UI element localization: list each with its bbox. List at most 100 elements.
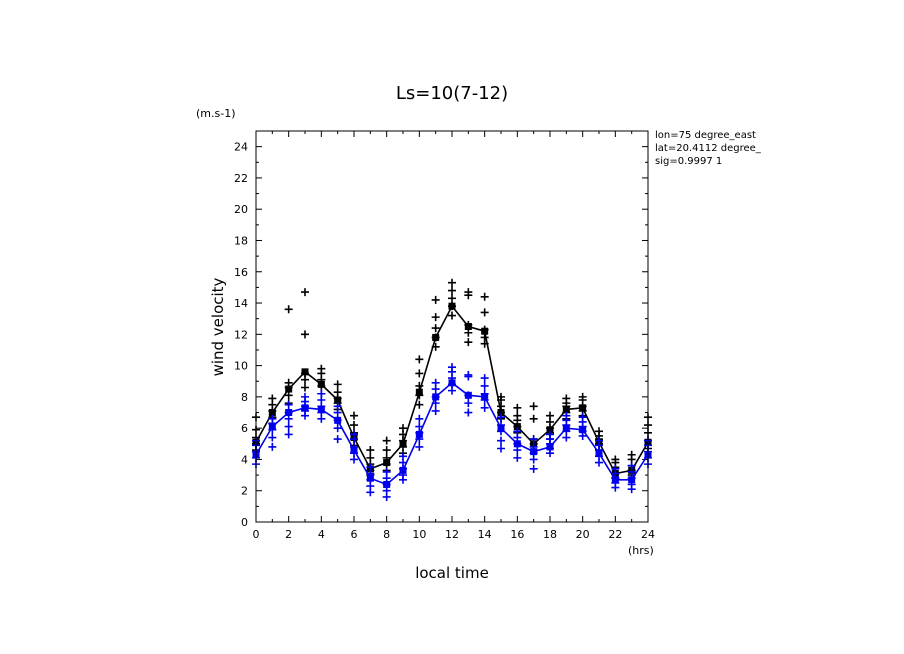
mean-point: [595, 449, 603, 457]
sample-cross: [562, 411, 571, 420]
sample-cross: [382, 446, 391, 455]
sample-cross: [513, 453, 522, 462]
y-tick-label: 10: [234, 360, 248, 373]
sample-cross: [627, 450, 636, 459]
sample-cross: [382, 467, 391, 476]
sample-cross: [431, 324, 440, 333]
sample-cross: [415, 414, 424, 423]
sample-cross: [464, 370, 473, 379]
sample-cross: [562, 394, 571, 403]
sample-cross: [480, 308, 489, 317]
sample-cross: [448, 311, 456, 320]
sample-cross: [333, 380, 342, 389]
mean-point: [399, 440, 407, 448]
sample-cross: [627, 461, 636, 470]
mean-point: [383, 480, 391, 488]
sample-cross: [268, 394, 277, 403]
x-tick-label: 16: [510, 528, 524, 541]
sample-cross: [382, 436, 391, 445]
mean-point: [383, 459, 391, 467]
mean-point: [513, 423, 521, 431]
sample-cross: [464, 399, 473, 408]
sample-cross: [415, 369, 424, 378]
mean-point: [579, 426, 587, 434]
x-tick-label: 22: [608, 528, 622, 541]
sample-cross: [513, 427, 522, 436]
sample-cross: [366, 463, 375, 472]
x-tick-label: 24: [641, 528, 655, 541]
y-tick-label: 2: [241, 485, 248, 498]
sample-cross: [301, 392, 309, 401]
sample-cross: [284, 422, 293, 431]
mean-point: [415, 388, 423, 396]
sample-cross: [350, 430, 358, 439]
sample-cross: [578, 413, 587, 422]
mean-point: [464, 323, 472, 330]
mean-point: [513, 440, 521, 448]
sample-cross: [366, 453, 375, 462]
sample-cross: [431, 378, 440, 387]
x-unit-label: (hrs): [628, 544, 654, 557]
sample-cross: [301, 330, 309, 339]
x-axis-label: local time: [415, 564, 489, 582]
y-tick-label: 14: [234, 297, 248, 310]
sample-cross: [464, 288, 473, 297]
mean-point: [301, 368, 309, 376]
mean-point: [448, 379, 456, 387]
mean-point: [481, 393, 489, 401]
sample-cross: [546, 411, 554, 420]
mean-point: [268, 423, 276, 431]
y-tick-label: 20: [234, 203, 248, 216]
mean-point: [415, 430, 423, 438]
x-tick-label: 20: [576, 528, 590, 541]
mean-point: [464, 391, 472, 399]
sample-cross: [529, 414, 538, 423]
sample-cross: [301, 288, 309, 297]
sample-cross: [268, 414, 277, 423]
mean-point: [448, 302, 456, 310]
sample-cross: [333, 388, 342, 397]
sample-cross: [611, 464, 620, 473]
sample-cross: [284, 391, 293, 400]
sample-cross: [268, 433, 277, 442]
y-tick-label: 0: [241, 516, 248, 529]
y-tick-label: 8: [241, 391, 248, 404]
sample-cross: [284, 378, 293, 387]
sample-cross: [284, 430, 293, 439]
y-tick-label: 24: [234, 141, 248, 154]
sample-cross: [480, 403, 489, 412]
sample-cross: [546, 430, 554, 439]
sample-cross: [268, 442, 277, 451]
mean-point: [579, 404, 587, 412]
mean-point: [611, 476, 619, 484]
x-tick-label: 2: [285, 528, 292, 541]
mean-point: [317, 380, 325, 388]
mean-point: [497, 424, 505, 432]
mean-point: [497, 409, 505, 417]
sample-cross: [480, 374, 489, 383]
sample-cross: [415, 355, 424, 364]
plot-frame: [255, 130, 649, 523]
sample-cross: [399, 424, 407, 433]
x-tick-label: 12: [445, 528, 459, 541]
mean-point: [334, 416, 342, 424]
info-line-lon: lon=75 degree_east: [655, 130, 756, 141]
sample-cross: [513, 403, 522, 412]
x-tick-label: 18: [543, 528, 557, 541]
mean-point: [432, 333, 440, 341]
sample-cross: [464, 338, 473, 347]
sample-cross: [464, 328, 473, 337]
sample-cross: [595, 427, 603, 436]
sample-cross: [464, 408, 473, 417]
mean-point: [546, 443, 554, 451]
sample-cross: [333, 402, 342, 411]
y-tick-label: 22: [234, 172, 248, 185]
chart-title: Ls=10(7-12): [396, 83, 508, 104]
sample-cross: [350, 411, 358, 420]
sample-cross: [415, 400, 424, 409]
sample-cross: [317, 364, 326, 373]
sample-cross: [480, 292, 489, 301]
sample-cross: [497, 413, 505, 422]
